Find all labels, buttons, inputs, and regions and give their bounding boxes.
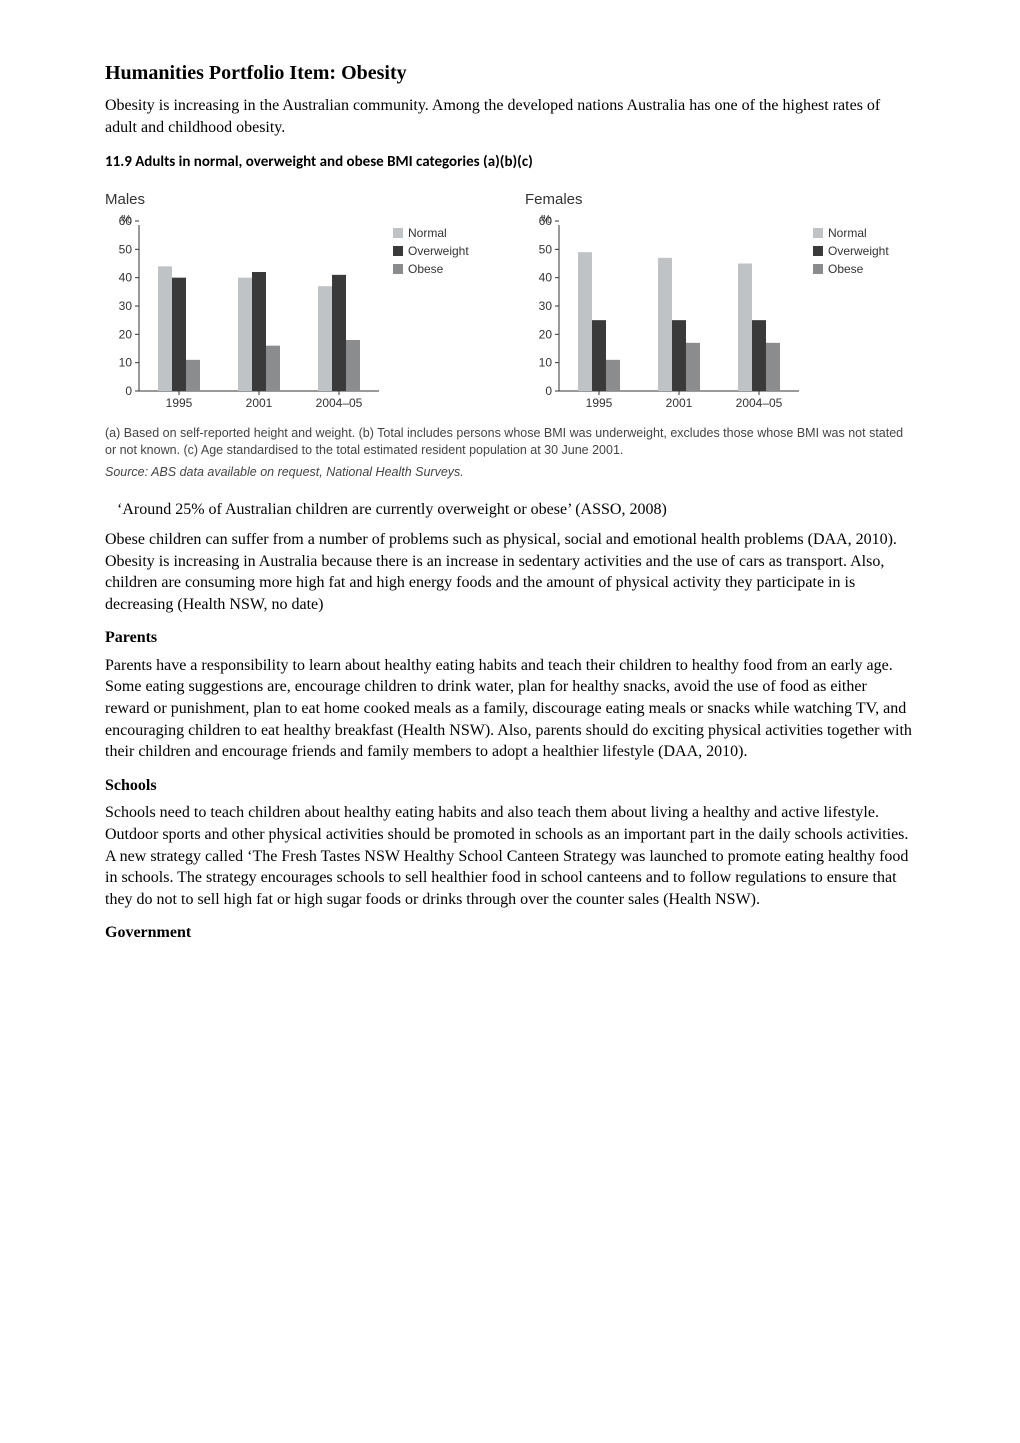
legend-label: Normal — [828, 225, 867, 241]
legend-swatch — [813, 228, 823, 238]
svg-text:60: 60 — [119, 215, 133, 228]
chart-legend-males: Normal Overweight Obese — [393, 225, 469, 280]
bar-chart-males: %0102030405060199520012004–05 — [105, 215, 385, 415]
svg-text:60: 60 — [539, 215, 553, 228]
svg-text:30: 30 — [539, 299, 553, 313]
legend-item: Normal — [393, 225, 469, 241]
panel-title-males: Males — [105, 190, 495, 210]
schools-heading: Schools — [105, 775, 915, 797]
government-heading: Government — [105, 922, 915, 944]
chart-legend-females: Normal Overweight Obese — [813, 225, 889, 280]
legend-item: Overweight — [813, 243, 889, 259]
svg-text:2001: 2001 — [666, 396, 693, 410]
legend-swatch — [813, 264, 823, 274]
legend-item: Obese — [813, 261, 889, 277]
chart-panel-males: Males %0102030405060199520012004–05 Norm… — [105, 190, 495, 414]
legend-label: Normal — [408, 225, 447, 241]
charts-row: Males %0102030405060199520012004–05 Norm… — [105, 190, 915, 414]
svg-text:2001: 2001 — [246, 396, 273, 410]
page-title: Humanities Portfolio Item: Obesity — [105, 60, 915, 87]
svg-text:40: 40 — [539, 270, 553, 284]
svg-text:40: 40 — [119, 270, 133, 284]
bar-chart-females: %0102030405060199520012004–05 — [525, 215, 805, 415]
chart-source: Source: ABS data available on request, N… — [105, 464, 915, 481]
parents-body: Parents have a responsibility to learn a… — [105, 655, 915, 763]
svg-text:30: 30 — [119, 299, 133, 313]
legend-swatch — [393, 246, 403, 256]
legend-label: Overweight — [828, 243, 889, 259]
svg-text:20: 20 — [119, 327, 133, 341]
svg-text:1995: 1995 — [586, 396, 613, 410]
svg-text:50: 50 — [539, 242, 553, 256]
svg-text:50: 50 — [119, 242, 133, 256]
legend-item: Obese — [393, 261, 469, 277]
legend-label: Obese — [828, 261, 863, 277]
svg-text:2004–05: 2004–05 — [316, 396, 363, 410]
intro-paragraph: Obesity is increasing in the Australian … — [105, 95, 915, 138]
svg-text:20: 20 — [539, 327, 553, 341]
svg-text:2004–05: 2004–05 — [736, 396, 783, 410]
legend-item: Overweight — [393, 243, 469, 259]
legend-item: Normal — [813, 225, 889, 241]
legend-label: Obese — [408, 261, 443, 277]
parents-heading: Parents — [105, 627, 915, 649]
svg-text:0: 0 — [125, 384, 132, 398]
svg-text:1995: 1995 — [166, 396, 193, 410]
legend-swatch — [393, 264, 403, 274]
svg-text:10: 10 — [539, 355, 553, 369]
svg-text:0: 0 — [545, 384, 552, 398]
svg-text:10: 10 — [119, 355, 133, 369]
paragraph-1: Obese children can suffer from a number … — [105, 529, 915, 615]
quote-text: ‘Around 25% of Australian children are c… — [117, 499, 915, 521]
chart-footnote: (a) Based on self-reported height and we… — [105, 425, 915, 459]
schools-body: Schools need to teach children about hea… — [105, 802, 915, 910]
chart-panel-females: Females %0102030405060199520012004–05 No… — [525, 190, 915, 414]
panel-title-females: Females — [525, 190, 915, 210]
legend-label: Overweight — [408, 243, 469, 259]
chart-heading: 11.9 Adults in normal, overweight and ob… — [105, 152, 915, 172]
legend-swatch — [393, 228, 403, 238]
legend-swatch — [813, 246, 823, 256]
